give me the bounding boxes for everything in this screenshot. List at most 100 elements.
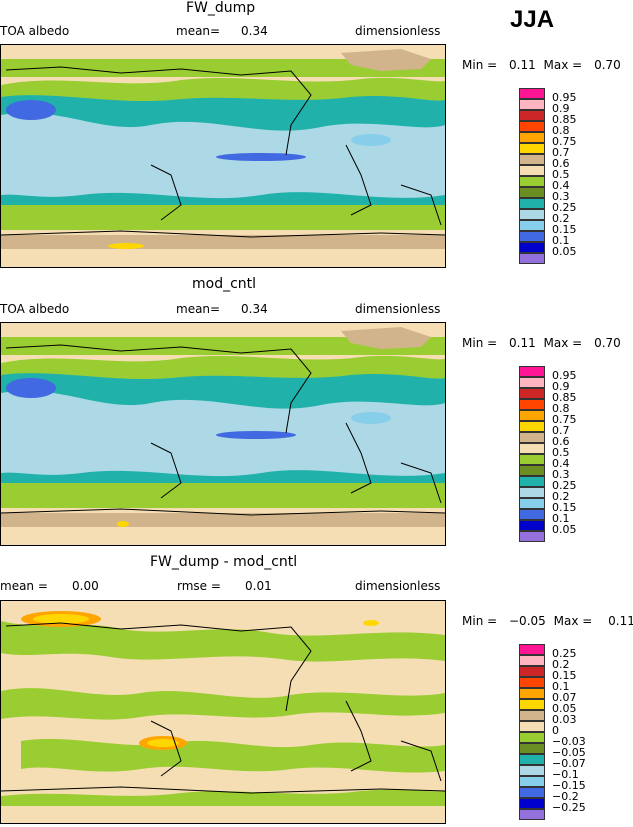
colorbar-swatch <box>519 520 545 531</box>
colorbar-swatch <box>519 487 545 498</box>
colorbar-swatch <box>519 399 545 410</box>
colorbar-label: 0.25 <box>552 647 577 660</box>
colorbar-swatch <box>519 176 545 187</box>
min-label: Min = <box>462 58 498 72</box>
mean-label: mean= <box>176 24 221 38</box>
colorbar-swatch <box>519 432 545 443</box>
colorbar-swatch <box>519 754 545 765</box>
colorbar-swatch <box>519 655 545 666</box>
colorbar-label: 0.15 <box>552 501 577 514</box>
min-label: Min = <box>462 336 498 350</box>
colorbar-label: 0.2 <box>552 490 570 503</box>
colorbar-swatch <box>519 187 545 198</box>
colorbar-swatch <box>519 253 545 264</box>
colorbar-label: 0.05 <box>552 702 577 715</box>
albedo-map <box>0 322 446 546</box>
colorbar-label: 0.9 <box>552 380 570 393</box>
field-label: TOA albedo <box>0 302 70 316</box>
colorbar-label: 0.25 <box>552 479 577 492</box>
units-label: dimensionless <box>355 24 441 38</box>
colorbar-label: −0.15 <box>552 779 586 792</box>
panel-title: FW_dump <box>186 0 256 16</box>
colorbar-label: −0.25 <box>552 801 586 814</box>
mean-label: mean= <box>176 302 221 316</box>
colorbar-label: 0 <box>552 724 559 737</box>
colorbar-label: 0.95 <box>552 369 577 382</box>
colorbar-swatch <box>519 743 545 754</box>
colorbar-swatch <box>519 699 545 710</box>
colorbar-label: 0.05 <box>552 523 577 536</box>
max-label: Max = <box>553 614 593 628</box>
colorbar-swatch <box>519 498 545 509</box>
colorbar-swatch <box>519 410 545 421</box>
colorbar-label: 0.1 <box>552 680 570 693</box>
colorbar-label: −0.1 <box>552 768 579 781</box>
colorbar-label: 0.25 <box>552 201 577 214</box>
min-value: −0.05 <box>509 614 546 628</box>
max-label: Max = <box>543 58 583 72</box>
colorbar-swatch <box>519 443 545 454</box>
colorbar-swatch <box>519 798 545 809</box>
colorbar-label: 0.3 <box>552 190 570 203</box>
colorbar-swatch <box>519 165 545 176</box>
colorbar-label: 0.5 <box>552 168 570 181</box>
colorbar-label: −0.2 <box>552 790 579 803</box>
colorbar-swatch <box>519 809 545 820</box>
colorbar-swatch <box>519 99 545 110</box>
colorbar-swatch <box>519 154 545 165</box>
mean-value: 0.34 <box>241 24 268 38</box>
colorbar-swatch <box>519 476 545 487</box>
mean-value: 0.34 <box>241 302 268 316</box>
colorbar-swatch <box>519 531 545 542</box>
colorbar-swatch <box>519 198 545 209</box>
colorbar-swatch <box>519 710 545 721</box>
colorbar-label: 0.1 <box>552 234 570 247</box>
colorbar-swatch <box>519 132 545 143</box>
colorbar-label: 0.1 <box>552 512 570 525</box>
colorbar-swatch <box>519 509 545 520</box>
colorbar-swatch <box>519 644 545 655</box>
max-label: Max = <box>543 336 583 350</box>
max-value: 0.70 <box>594 336 621 350</box>
min-value: 0.11 <box>509 336 536 350</box>
panel-title: mod_cntl <box>192 276 257 292</box>
min-max-readout: Min = 0.11 Max = 0.70 <box>462 58 621 72</box>
colorbar-swatch <box>519 732 545 743</box>
colorbar-label: 0.6 <box>552 435 570 448</box>
season-label: JJA <box>510 6 555 33</box>
colorbar-swatch <box>519 110 545 121</box>
colorbar-label: 0.4 <box>552 179 570 192</box>
min-max-readout: Min = 0.11 Max = 0.70 <box>462 336 621 350</box>
colorbar-label: 0.6 <box>552 157 570 170</box>
map-plot <box>0 45 446 267</box>
min-value: 0.11 <box>509 58 536 72</box>
colorbar-swatch <box>519 209 545 220</box>
min-label: Min = <box>462 614 498 628</box>
colorbar-label: −0.05 <box>552 746 586 759</box>
colorbar-label: 0.07 <box>552 691 577 704</box>
map-plot <box>0 323 446 545</box>
difference-map <box>0 600 446 824</box>
colorbar-swatch <box>519 666 545 677</box>
colorbar-label: 0.7 <box>552 424 570 437</box>
colorbar-swatch <box>519 787 545 798</box>
colorbar-swatch <box>519 242 545 253</box>
colorbar-label: 0.15 <box>552 669 577 682</box>
colorbar-label: 0.05 <box>552 245 577 258</box>
rmse-label: rmse = <box>177 579 221 593</box>
colorbar-label: 0.85 <box>552 391 577 404</box>
colorbar-swatch <box>519 765 545 776</box>
colorbar-swatch <box>519 366 545 377</box>
max-value: 0.70 <box>594 58 621 72</box>
colorbar-swatch <box>519 88 545 99</box>
colorbar-swatch <box>519 688 545 699</box>
colorbar: 0.95 0.9 0.85 0.8 0.75 0.7 0.6 0.5 0.4 0.3 0.25 0.2… <box>519 366 577 542</box>
colorbar-swatch <box>519 454 545 465</box>
rmse-value: 0.01 <box>245 579 272 593</box>
colorbar-label: 0.5 <box>552 446 570 459</box>
colorbar-swatch <box>519 143 545 154</box>
colorbar-swatch <box>519 388 545 399</box>
units-label: dimensionless <box>355 302 441 316</box>
colorbar-label: 0.2 <box>552 658 570 671</box>
colorbar-swatch <box>519 677 545 688</box>
